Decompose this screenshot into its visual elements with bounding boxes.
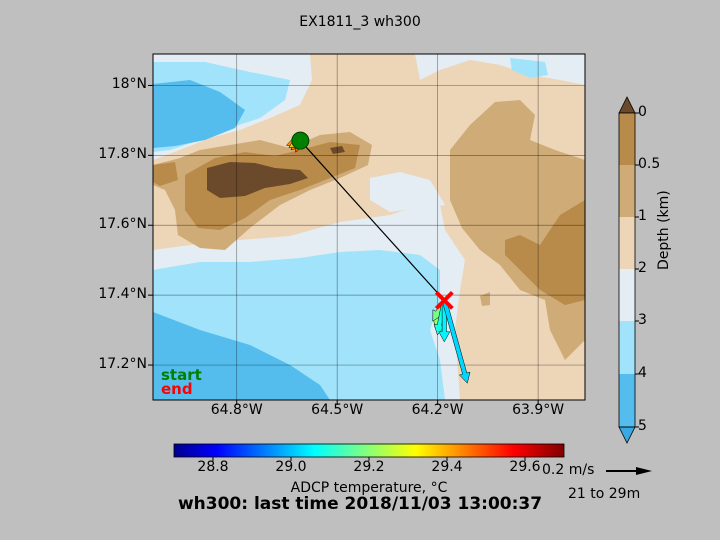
depth-range-label: 21 to 29m [568,486,641,502]
legend-end: end [161,380,193,398]
x-tick-label: 63.9°W [512,402,565,418]
current-vector [441,299,471,384]
depth-band-0.5km [153,162,178,186]
temperature-colorbar-tick-label: 28.8 [197,459,229,475]
plot-frame [152,53,586,401]
last-time-title: wh300: last time 2018/11/03 13:00:37 [177,494,543,514]
axis-ticks [148,84,639,461]
depth-colorbar-bottom-cap [618,426,636,444]
y-tick-label: 17.6°N [98,216,147,233]
x-tick-label: 64.5°W [311,402,364,418]
depth-colorbar-segment [619,113,635,165]
depth-colorbar-tick-label: 2 [638,260,647,276]
depth-colorbar-tick-label: 4 [638,365,647,381]
x-tick-label: 64.2°W [411,402,464,418]
depth-colorbar [618,96,636,444]
x-tick-label: 64.8°W [210,402,263,418]
depth-colorbar-segment [619,165,635,217]
temperature-colorbar-gradient [173,443,565,458]
depth-colorbar-segment [619,269,635,321]
depth-colorbar-tick-label: 0 [638,104,647,120]
y-tick-label: 17.8°N [98,146,147,163]
temperature-colorbar-tick-label: 29.4 [431,459,463,475]
end-marker [434,290,454,310]
depth-band-4km [153,312,330,400]
bathymetry-map [153,54,585,400]
depth-colorbar-tick-label: 3 [638,312,647,328]
y-tick-label: 18°N [111,76,147,93]
scale-arrow-label: 0.2 m/s [542,462,595,478]
temperature-colorbar-tick-label: 29.2 [353,459,385,475]
temperature-colorbar-title: ADCP temperature, °C [290,480,448,496]
chart-title: EX1811_3 wh300 [299,14,421,30]
depth-colorbar-segment [619,374,635,427]
track-line [299,140,445,301]
temperature-colorbar [173,443,565,458]
depth-colorbar-tick-label: 5 [638,418,647,434]
temperature-colorbar-tick-label: 29.6 [509,459,541,475]
start-marker [291,131,310,150]
depth-colorbar-segment [619,321,635,374]
y-tick-label: 17.2°N [98,356,147,373]
scale-arrow [606,467,652,475]
depth-band-1km [505,212,530,222]
depth-colorbar-tick-label: 0.5 [638,156,661,172]
depth-colorbar-title: Depth (km) [656,190,672,270]
ship-track [299,140,445,301]
island [330,146,345,154]
depth-colorbar-segment [619,217,635,269]
depth-band-1km [480,292,490,306]
depth-colorbar-tick-label: 1 [638,208,647,224]
depth-band-3km [510,58,548,78]
depth-band-0.5km [505,200,585,305]
y-tick-label: 17.4°N [98,286,147,303]
depth-band-2km [370,172,445,212]
temperature-colorbar-tick-label: 29.0 [275,459,307,475]
legend-start: start [161,366,202,384]
depth-colorbar-top-cap [618,96,636,114]
depth-band-4km [153,80,245,148]
grid [153,54,585,400]
island [207,162,308,198]
